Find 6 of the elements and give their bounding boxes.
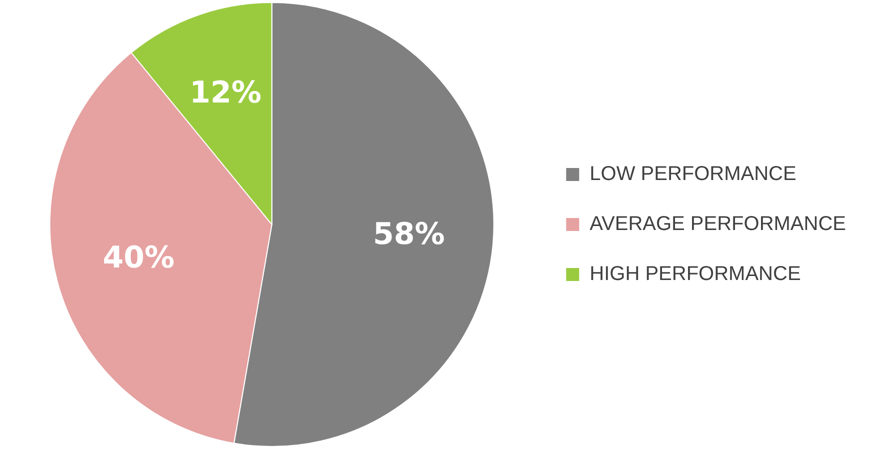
legend-label: LOW PERFORMANCE — [590, 163, 796, 186]
legend-label: AVERAGE PERFORMANCE — [590, 213, 846, 236]
legend-label: HIGH PERFORMANCE — [590, 263, 801, 286]
data-label: 58% — [373, 217, 445, 252]
data-label: 40% — [102, 240, 175, 276]
data-label: 12% — [190, 76, 262, 111]
